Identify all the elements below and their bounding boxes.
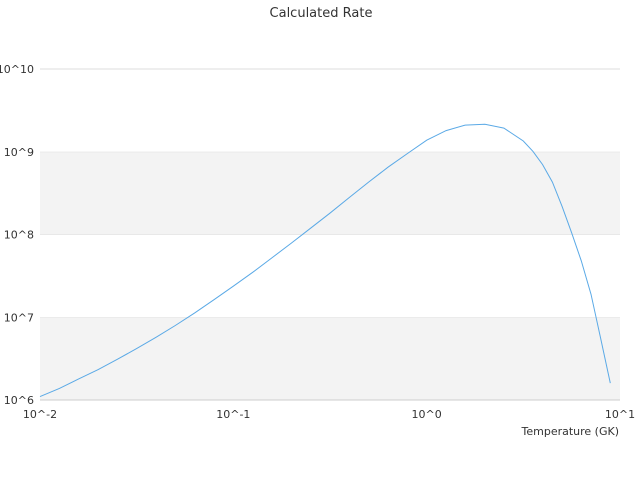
y-tick-label: 10^6 — [4, 394, 34, 407]
grid-band — [40, 151, 620, 235]
chart-title: Calculated Rate — [270, 6, 373, 21]
x-tick-label: 10^1 — [605, 408, 635, 421]
grid-bands — [40, 68, 620, 400]
y-tick-label: 10^9 — [4, 146, 34, 159]
y-tick-labels: 10^6 10^7 10^8 10^9 10^10 — [0, 63, 34, 407]
y-tick-label: 10^8 — [4, 229, 34, 242]
series-line — [39, 123, 611, 398]
y-tick-label: 10^7 — [4, 311, 34, 324]
x-tick-labels: 10^-2 10^-1 10^0 10^1 — [23, 408, 635, 421]
grid-band — [40, 234, 620, 318]
grid-band — [40, 317, 620, 400]
x-axis-label: Temperature (GK) — [521, 425, 620, 438]
x-tick-label: 10^-1 — [216, 408, 250, 421]
grid-band — [40, 69, 620, 152]
y-tick-label: 10^10 — [0, 63, 34, 76]
x-tick-label: 10^-2 — [23, 408, 57, 421]
series-group — [39, 123, 611, 398]
x-tick-label: 10^0 — [412, 408, 442, 421]
